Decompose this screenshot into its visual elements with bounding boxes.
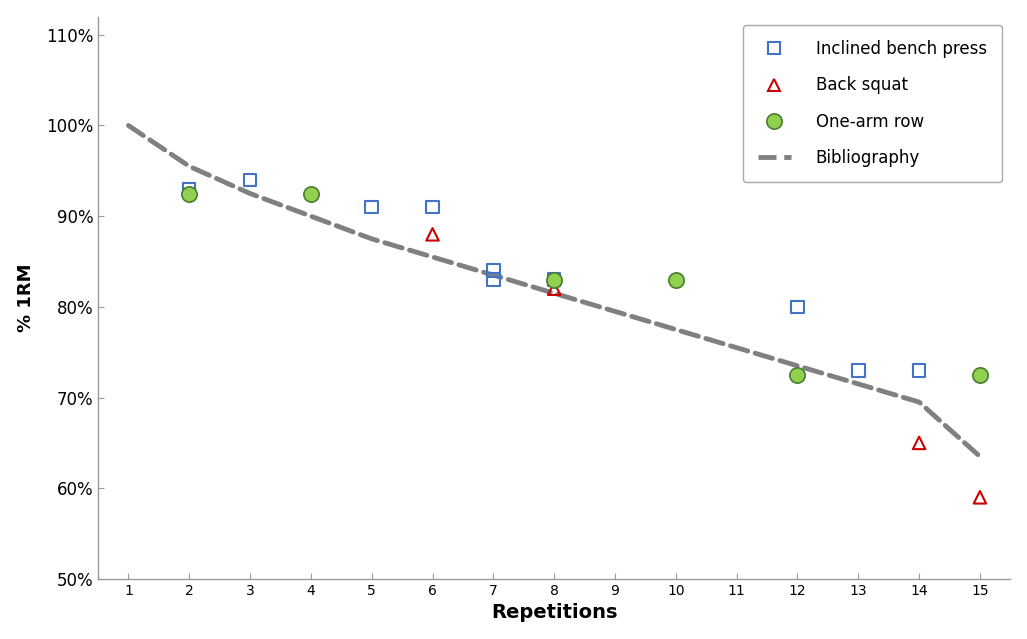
Point — [911, 366, 927, 376]
Point — [303, 189, 319, 199]
Legend: Inclined bench press, Back squat, One-arm row, Bibliography: Inclined bench press, Back squat, One-ar… — [743, 25, 1002, 182]
Point — [181, 189, 197, 199]
Point — [424, 229, 441, 240]
Point — [485, 275, 501, 285]
Point — [668, 275, 684, 285]
Point — [850, 366, 867, 376]
Point — [241, 175, 258, 185]
Point — [364, 202, 380, 212]
Point — [424, 202, 441, 212]
Point — [789, 302, 805, 312]
Point — [485, 265, 501, 275]
Point — [546, 275, 563, 285]
Y-axis label: % 1RM: % 1RM — [16, 263, 35, 332]
Point — [972, 492, 988, 502]
Point — [911, 438, 927, 448]
Point — [546, 275, 563, 285]
Point — [181, 184, 197, 194]
Point — [546, 284, 563, 294]
X-axis label: Repetitions: Repetitions — [491, 603, 617, 622]
Point — [972, 370, 988, 380]
Point — [789, 370, 805, 380]
